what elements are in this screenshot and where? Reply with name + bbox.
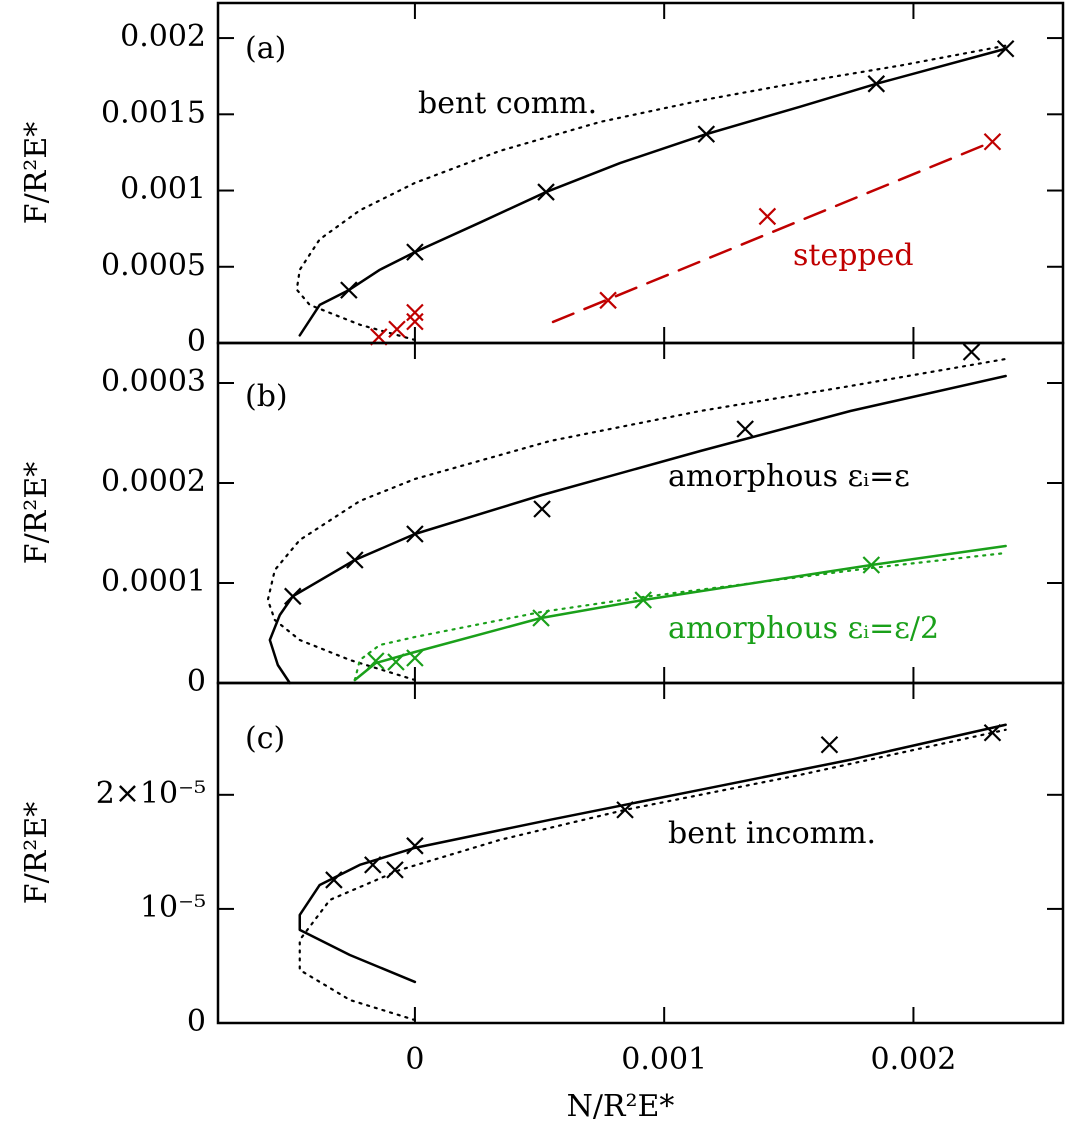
marker bbox=[406, 312, 424, 331]
marker bbox=[386, 861, 404, 879]
line bbox=[266, 357, 1007, 682]
marker bbox=[697, 125, 716, 143]
marker bbox=[616, 801, 634, 819]
marker bbox=[325, 871, 343, 889]
marker bbox=[758, 207, 777, 226]
y-tick-label: 0 bbox=[187, 324, 206, 359]
y-tick-label: 0.0015 bbox=[101, 95, 206, 130]
line bbox=[298, 728, 1007, 1022]
x-tick-label: 0 bbox=[405, 1042, 424, 1077]
marker bbox=[406, 649, 424, 667]
marker bbox=[983, 132, 1002, 151]
annotation: (b) bbox=[245, 379, 288, 414]
annotation: amorphous εᵢ=ε/2 bbox=[668, 611, 939, 646]
annotation: (a) bbox=[245, 31, 286, 66]
plot-frame bbox=[216, 681, 1065, 1025]
marker bbox=[367, 652, 385, 670]
marker bbox=[406, 837, 424, 855]
marker bbox=[364, 856, 382, 874]
marker bbox=[340, 281, 358, 299]
annotation: amorphous εᵢ=ε bbox=[668, 459, 910, 494]
marker bbox=[962, 343, 981, 361]
marker bbox=[599, 291, 617, 310]
marker bbox=[537, 183, 555, 201]
line bbox=[298, 723, 1007, 984]
y-tick-label: 0 bbox=[187, 664, 206, 699]
line bbox=[353, 551, 1007, 682]
y-tick-label: 10⁻⁵ bbox=[140, 890, 206, 925]
y-axis-label: F/R²E* bbox=[19, 802, 54, 904]
line bbox=[295, 44, 1007, 342]
y-tick-label: 0.002 bbox=[120, 19, 206, 54]
y-tick-label: 0.001 bbox=[120, 172, 206, 207]
x-axis-label: N/R²E* bbox=[567, 1089, 675, 1124]
marker bbox=[388, 320, 406, 339]
y-tick-label: 0.0003 bbox=[101, 364, 206, 399]
annotation: (c) bbox=[245, 721, 285, 756]
y-tick-label: 0.0005 bbox=[101, 248, 206, 283]
x-tick-label: 0.002 bbox=[870, 1042, 956, 1077]
y-tick-label: 0.0002 bbox=[101, 464, 206, 499]
marker bbox=[867, 75, 886, 93]
marker bbox=[532, 609, 550, 627]
marker bbox=[634, 591, 653, 609]
marker bbox=[387, 653, 405, 671]
y-axis-label: F/R²E* bbox=[19, 122, 54, 224]
annotation: bent incomm. bbox=[668, 816, 876, 851]
marker bbox=[284, 587, 302, 606]
line bbox=[298, 47, 1007, 337]
marker bbox=[983, 723, 1002, 742]
marker bbox=[406, 243, 424, 261]
marker bbox=[406, 303, 424, 322]
annotation: bent comm. bbox=[418, 86, 597, 121]
y-tick-label: 2×10⁻⁵ bbox=[96, 776, 206, 811]
y-axis-label: F/R²E* bbox=[19, 462, 54, 564]
y-tick-label: 0 bbox=[187, 1004, 206, 1039]
y-tick-label: 0.0001 bbox=[101, 564, 206, 599]
annotation: stepped bbox=[793, 238, 914, 273]
marker bbox=[862, 556, 881, 574]
x-tick-label: 0.001 bbox=[621, 1042, 707, 1077]
marker bbox=[533, 500, 551, 518]
marker bbox=[346, 551, 364, 569]
marker bbox=[996, 39, 1015, 58]
marker bbox=[820, 735, 839, 754]
marker bbox=[406, 525, 424, 543]
line bbox=[551, 140, 994, 324]
marker bbox=[736, 420, 754, 438]
